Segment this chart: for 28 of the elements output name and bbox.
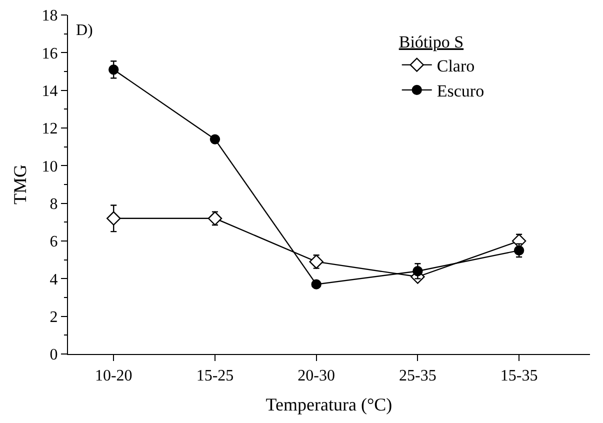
point [106, 211, 121, 226]
y-tick-label: 4 [50, 271, 58, 288]
point [210, 134, 220, 144]
point [412, 266, 423, 276]
y-tick-label: 16 [42, 45, 58, 62]
x-axis-title: Temperatura (°C) [266, 394, 392, 414]
annotation: D) [76, 22, 93, 39]
y-tick-label: 18 [42, 8, 58, 25]
legend-label: Claro [436, 56, 475, 76]
y-tick-label: 10 [42, 158, 58, 176]
y-tick-label: 2 [50, 308, 58, 326]
y-tick-label: 14 [42, 82, 58, 100]
y-tick-label: 0 [50, 346, 58, 364]
x-tick-label: 10-20 [94, 367, 132, 384]
legend-title: Biótipo S [398, 32, 464, 52]
y-tick-label: 8 [50, 196, 58, 213]
point [208, 211, 222, 226]
y-tick-label: 6 [50, 234, 58, 251]
legend-label: Escuro [436, 82, 484, 101]
x-tick-label: 20-30 [298, 367, 335, 384]
y-axis-title: TMG [10, 164, 30, 204]
x-tick-label: 15-25 [196, 367, 234, 384]
point [309, 254, 324, 269]
point [108, 64, 119, 75]
x-tick-label: 15-35 [500, 367, 538, 384]
x-tick-label: 25-35 [399, 367, 436, 384]
point [311, 279, 322, 290]
y-tick-label: 12 [42, 120, 58, 138]
